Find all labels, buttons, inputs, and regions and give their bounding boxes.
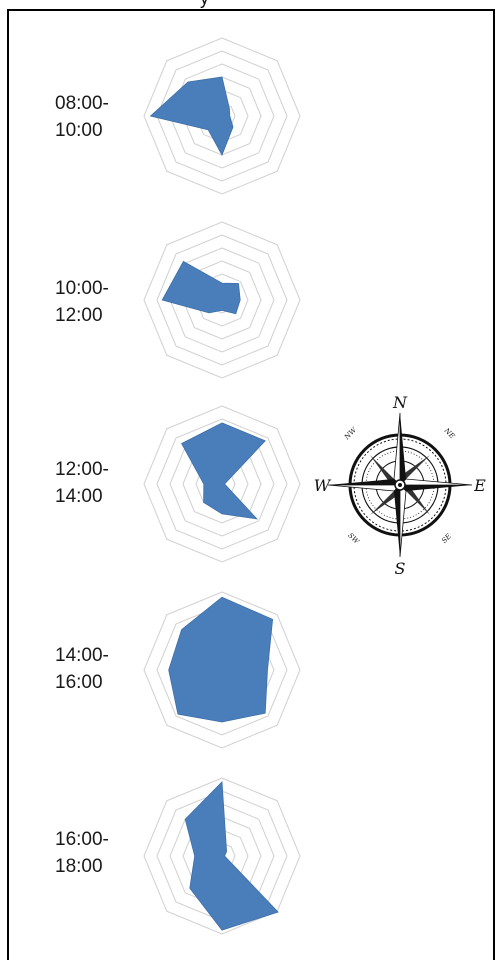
- radar-1-gridring-5: [156, 50, 288, 182]
- radar-5-gridring-6: [143, 777, 301, 935]
- period-1-end: 10:00: [55, 120, 103, 141]
- compass-label-nw: NW: [342, 425, 358, 441]
- radar-2-series-area: [161, 260, 241, 315]
- radar-chart-5: [143, 777, 301, 935]
- period-5-start: 16:00-: [55, 829, 109, 850]
- radar-chart-4: [143, 591, 301, 749]
- period-label-2: 10:00- 12:00: [55, 275, 109, 329]
- period-label-5: 16:00- 18:00: [55, 826, 109, 880]
- period-4-start: 14:00-: [55, 645, 109, 666]
- period-4-end: 16:00: [55, 672, 103, 693]
- period-label-4: 14:00- 16:00: [55, 642, 109, 696]
- compass-label-w: W: [314, 476, 332, 495]
- period-2-start: 10:00-: [55, 278, 109, 299]
- radar-3-gridring-6: [143, 405, 301, 563]
- radar-3-gridring-5: [156, 418, 288, 550]
- radar-2-gridring-6: [143, 221, 301, 379]
- cropped-title-fragment: y: [200, 0, 209, 9]
- radar-1-gridring-6: [143, 37, 301, 195]
- compass-label-se: SE: [440, 532, 453, 545]
- compass-label-n: N: [392, 393, 408, 412]
- period-label-1: 08:00- 10:00: [55, 90, 109, 144]
- period-1-start: 08:00-: [55, 93, 109, 114]
- radar-chart-1: [143, 37, 301, 195]
- compass-label-sw: SW: [346, 532, 361, 547]
- radar-4-series-area: [168, 596, 274, 723]
- radar-1-series-area: [149, 76, 234, 156]
- figure-frame: [7, 9, 495, 960]
- period-3-start: 12:00-: [55, 459, 109, 480]
- period-5-end: 18:00: [55, 856, 103, 877]
- period-label-3: 12:00- 14:00: [55, 456, 109, 510]
- compass-label-ne: NE: [442, 426, 456, 440]
- radar-5-series-area: [184, 780, 279, 931]
- radar-chart-3: [143, 405, 301, 563]
- radar-3-gridring-4: [169, 431, 275, 537]
- period-2-end: 12:00: [55, 305, 103, 326]
- period-3-end: 14:00: [55, 486, 103, 507]
- radar-3-series-area: [181, 422, 266, 520]
- compass-label-e: E: [473, 476, 486, 495]
- compass-rose-icon: N S E W NW NE SE SW: [314, 393, 486, 578]
- radar-4-gridring-5: [156, 604, 288, 736]
- radar-3-gridring-3: [182, 444, 262, 524]
- radar-4-gridring-6: [143, 591, 301, 749]
- radar-chart-2: [143, 221, 301, 379]
- compass-label-s: S: [395, 559, 406, 578]
- radar-2-gridring-5: [156, 234, 288, 366]
